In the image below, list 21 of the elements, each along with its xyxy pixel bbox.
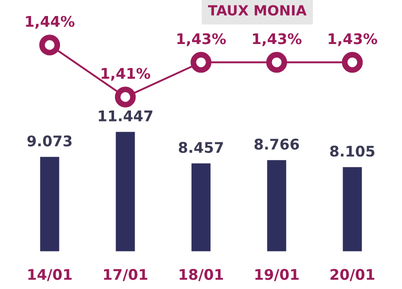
bar bbox=[266, 158, 288, 252]
chart-title: TAUX MONIA bbox=[208, 5, 307, 16]
x-tick-label: 17/01 bbox=[104, 268, 148, 282]
bar bbox=[38, 156, 61, 252]
data-label: 8.105 bbox=[330, 146, 374, 157]
data-label: 1,43% bbox=[328, 33, 378, 46]
bar bbox=[114, 130, 136, 252]
data-label: 1,43% bbox=[253, 33, 302, 46]
x-tick-label: 19/01 bbox=[255, 268, 299, 282]
data-label: 11.447 bbox=[98, 110, 152, 122]
data-label: 1,44% bbox=[26, 16, 74, 29]
x-tick-label: 20/01 bbox=[330, 268, 374, 282]
x-tick-label: 14/01 bbox=[28, 268, 72, 282]
data-label: 9.073 bbox=[27, 135, 72, 146]
data-label: 8.457 bbox=[178, 142, 223, 153]
data-label: 1,43% bbox=[177, 33, 226, 46]
x-tick-label: 18/01 bbox=[180, 268, 223, 282]
bar bbox=[190, 162, 212, 252]
data-label: 8.766 bbox=[254, 138, 299, 150]
data-label: 1,41% bbox=[102, 68, 150, 81]
bar bbox=[341, 166, 364, 252]
